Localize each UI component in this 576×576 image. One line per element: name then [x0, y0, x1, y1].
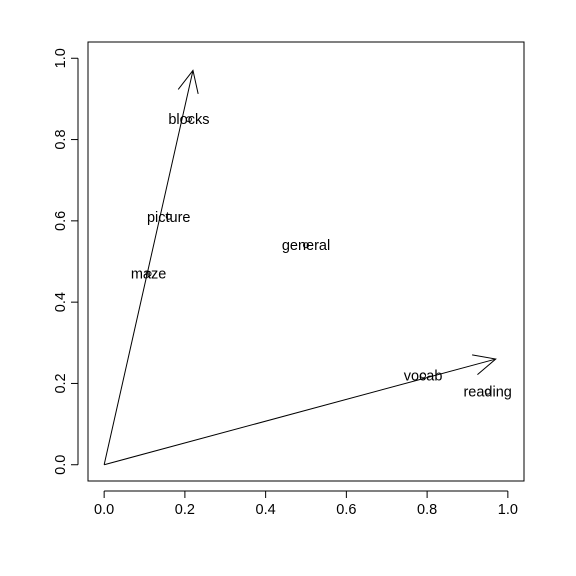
x-tick-label: 0.0 — [94, 502, 114, 518]
loading-arrow-line — [103, 70, 194, 465]
x-tick-label: 0.6 — [336, 502, 356, 518]
data-point — [145, 270, 152, 277]
data-point — [420, 372, 427, 379]
loading-arrows — [103, 69, 497, 466]
data-point — [185, 116, 192, 123]
point-label: maze — [131, 267, 166, 283]
variable-points: blocks picture maze general vocab reading — [131, 112, 512, 400]
x-tick-label: 0.4 — [256, 502, 276, 518]
y-tick-label: 0.4 — [53, 292, 69, 312]
point-label: blocks — [168, 112, 209, 128]
data-point — [484, 388, 491, 395]
y-tick-label: 0.0 — [53, 455, 69, 475]
y-tick-label: 0.8 — [53, 129, 69, 149]
plot-frame — [87, 41, 525, 482]
loading-arrow-head — [472, 354, 497, 375]
point-label: vocab — [404, 368, 443, 384]
y-axis: 0.0 0.2 0.4 0.6 0.8 1.0 — [53, 48, 79, 475]
loading-arrow-line — [104, 358, 496, 466]
x-tick-label: 0.2 — [175, 502, 195, 518]
point-label: picture — [147, 210, 191, 226]
data-point — [165, 213, 172, 220]
x-axis: 0.0 0.2 0.4 0.6 0.8 1.0 — [94, 490, 518, 518]
y-tick-label: 1.0 — [53, 48, 69, 68]
y-tick-label: 0.6 — [53, 211, 69, 231]
x-tick-label: 1.0 — [498, 502, 518, 518]
x-tick-label: 0.8 — [417, 502, 437, 518]
y-tick-label: 0.2 — [53, 373, 69, 393]
point-label: general — [282, 238, 330, 254]
data-point — [303, 242, 309, 249]
point-label: reading — [463, 385, 511, 401]
loading-arrow-head — [177, 69, 199, 94]
